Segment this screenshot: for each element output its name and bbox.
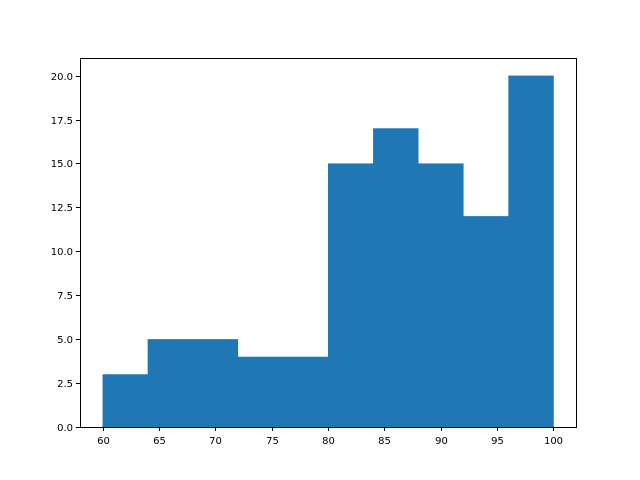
x-tick-label: 80: [322, 436, 335, 447]
y-tick-label: 2.5: [57, 379, 73, 390]
histogram-bar-4: [282, 356, 329, 427]
histogram-bar-1: [147, 339, 194, 427]
y-tick-label: 12.5: [51, 203, 73, 214]
x-tick-label: 60: [97, 436, 110, 447]
x-tick-label: 100: [544, 436, 563, 447]
x-tick-label: 95: [491, 436, 504, 447]
x-tick-label: 70: [209, 436, 222, 447]
x-tick-label: 85: [378, 436, 391, 447]
histogram-bar-5: [328, 163, 374, 427]
y-tick-label: 5.0: [57, 335, 73, 346]
histogram-bar-8: [463, 216, 509, 427]
histogram-bar-6: [373, 128, 419, 428]
x-tick-label: 65: [153, 436, 166, 447]
histogram-bar-3: [237, 356, 284, 427]
x-tick-label: 90: [435, 436, 448, 447]
histogram-bar-9: [508, 75, 554, 428]
y-tick-label: 17.5: [51, 116, 73, 127]
y-tick-label: 7.5: [57, 291, 73, 302]
y-tick-label: 0.0: [57, 423, 73, 434]
x-axis-ticks: 60 65 70 75 80 85 90 95 100: [97, 427, 563, 447]
histogram-bar-7: [418, 163, 464, 427]
histogram-bar-0: [102, 374, 148, 427]
y-tick-label: 15.0: [51, 159, 73, 170]
y-tick-label: 20.0: [51, 72, 73, 83]
y-tick-label: 10.0: [51, 247, 73, 258]
histogram-bar-2: [192, 339, 239, 427]
bars-group: [102, 75, 554, 428]
plot-frame: [80, 58, 577, 428]
x-tick-label: 75: [266, 436, 279, 447]
y-axis-ticks: 0.0 2.5 5.0 7.5 10.0 12.5 15.0 17.5 20.0: [51, 72, 80, 434]
